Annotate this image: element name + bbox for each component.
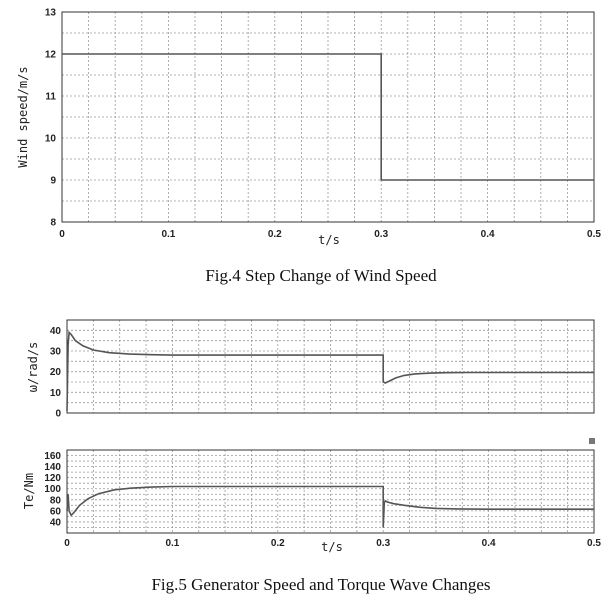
y-tick-label: 8	[50, 218, 56, 229]
plot-frame	[66, 449, 595, 534]
y-tick-label: 120	[44, 473, 61, 484]
x-tick-label: 0.4	[481, 229, 495, 240]
series-line-torque	[66, 485, 594, 528]
y-tick-label: 100	[44, 484, 61, 495]
y-tick-label: 60	[50, 506, 62, 517]
x-tick-label: 0.4	[482, 538, 496, 549]
plot-frame	[61, 11, 595, 223]
wind-speed-chart: 8 9 10 11 12 13 0 0.1 0.2 0.3 0.4 0.5 t/s Wind speed/…	[16, 8, 601, 248]
y-tick-label: 160	[44, 451, 61, 462]
y-tick-label: 10	[45, 134, 57, 145]
y-tick-label: 0	[55, 409, 61, 420]
generator-speed-chart: 0 10 20 30 40 ω/rad/s	[26, 319, 595, 420]
x-tick-label: 0.3	[376, 538, 390, 549]
y-axis-label: Te/Nm	[22, 473, 36, 509]
x-tick-label: 0	[64, 538, 70, 549]
x-axis-label: t/s	[321, 540, 343, 554]
y-tick-label: 140	[44, 462, 61, 473]
y-tick-label: 13	[45, 8, 57, 19]
x-tick-label: 0	[59, 229, 65, 240]
y-tick-label: 40	[50, 326, 62, 337]
y-tick-label: 40	[50, 517, 62, 528]
y-tick-label: 12	[45, 50, 57, 61]
y-tick-label: 80	[50, 495, 62, 506]
y-axis-label: ω/rad/s	[26, 342, 40, 393]
fig5-caption: Fig.5 Generator Speed and Torque Wave Ch…	[151, 575, 490, 594]
x-tick-label: 0.1	[165, 538, 179, 549]
legend-marker	[589, 438, 595, 444]
x-tick-label: 0.3	[374, 229, 388, 240]
x-tick-label: 0.2	[271, 538, 285, 549]
y-tick-label: 9	[50, 176, 56, 187]
x-tick-label: 0.5	[587, 229, 601, 240]
y-tick-label: 11	[45, 92, 56, 103]
x-tick-label: 0.5	[587, 538, 601, 549]
x-tick-label: 0.1	[161, 229, 175, 240]
x-axis-label: t/s	[318, 233, 340, 247]
x-tick-label: 0.2	[268, 229, 282, 240]
y-tick-label: 20	[50, 367, 62, 378]
fig4-caption: Fig.4 Step Change of Wind Speed	[205, 266, 437, 285]
series-line-wind	[62, 53, 594, 181]
y-tick-label: 30	[50, 347, 62, 358]
y-axis-label: Wind speed/m/s	[16, 66, 30, 167]
series-line-omega	[66, 330, 594, 411]
y-tick-label: 10	[50, 388, 62, 399]
